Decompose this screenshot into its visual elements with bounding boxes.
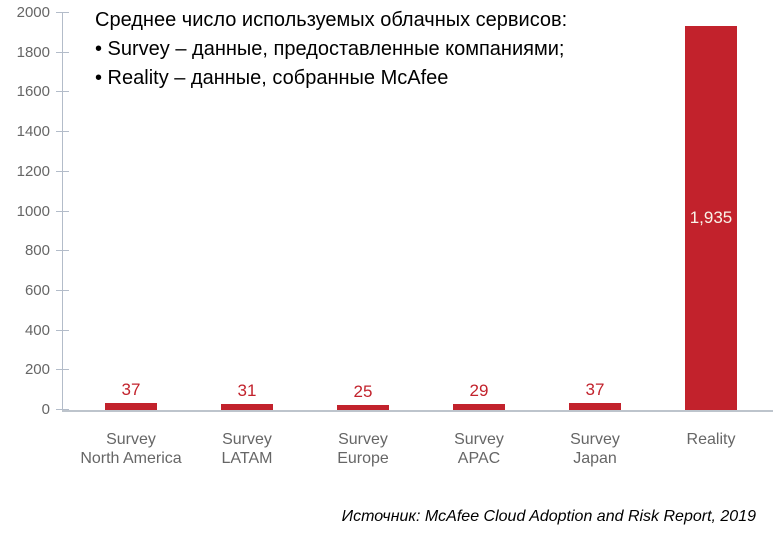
chart-title: Среднее число используемых облачных серв… [95,9,568,31]
bar-column-survey-japan: 37 [537,13,653,410]
y-tick-mark [56,12,69,13]
bar-value-label-inside: 1,935 [689,208,733,227]
y-tick-mark [56,250,69,252]
y-tick-label: 0 [41,401,50,418]
bar-column-survey-north-america: 37 [73,13,189,410]
y-tick-label: 1000 [16,202,50,220]
bar-reality: 1,935 [685,26,737,410]
y-tick-label: 1400 [16,123,50,141]
y-tick-mark [56,210,69,212]
bar-survey-latam [221,404,273,410]
bar-value-label: 37 [121,380,141,399]
chart-title-block: Среднее число используемых облачных серв… [95,6,567,93]
x-axis-line [62,410,773,412]
bar-survey-europe [337,405,389,410]
bar-survey-japan [569,403,621,410]
bar-column-survey-latam: 31 [189,13,305,410]
y-tick-label: 1200 [16,162,50,180]
bar-survey-apac [453,404,505,410]
category-label-survey-north-america: Survey North America [80,431,182,467]
y-tick-mark [56,409,69,410]
legend-survey-note: • Survey – данные, предоставленные компа… [95,38,565,60]
plot-area: 37 31 25 29 37 1,935 [73,13,769,410]
legend-reality-note: • Reality – данные, собранные McAfee [95,67,449,89]
bar-value-label: 25 [353,382,373,401]
category-label-survey-latam: Survey LATAM [221,431,273,467]
category-label-survey-apac: Survey APAC [454,431,504,467]
category-label-survey-europe: Survey Europe [337,431,389,467]
bar-value-label: 37 [585,380,605,399]
y-tick-mark [56,170,69,172]
y-tick-label: 200 [24,361,50,379]
x-axis-labels: Survey North America Survey LATAM Survey… [73,430,769,468]
category-label-survey-japan: Survey Japan [570,431,620,467]
y-tick-label: 2000 [16,4,50,21]
y-tick-label: 800 [24,242,50,260]
source-note: Источник: McAfee Cloud Adoption and Risk… [341,508,756,525]
y-axis-line [62,13,63,410]
bar-column-survey-europe: 25 [305,13,421,410]
bar-column-survey-apac: 29 [421,13,537,410]
y-tick-label: 600 [24,281,50,299]
y-tick-mark [56,369,69,371]
y-tick-mark [56,91,69,93]
bar-value-label: 31 [237,381,257,400]
y-tick-mark [56,51,69,53]
y-tick-mark [56,329,69,331]
y-tick-label: 1600 [16,83,50,101]
bar-column-reality: 1,935 [653,13,769,410]
bar-survey-north-america [105,403,157,410]
y-tick-label: 400 [24,321,50,339]
bar-value-label: 29 [469,381,489,400]
y-tick-mark [56,131,69,133]
category-label-reality: Reality [686,431,736,448]
y-tick-label: 1800 [16,43,50,61]
y-tick-mark [56,289,69,291]
